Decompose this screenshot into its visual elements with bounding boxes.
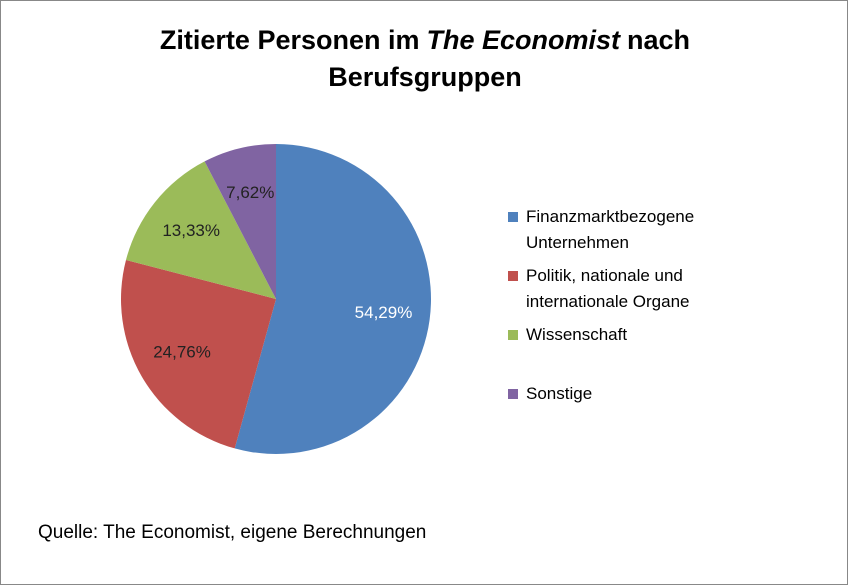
legend: Finanzmarktbezogene Unternehmen Politik, … [508, 204, 728, 440]
legend-label: Politik, nationale und internationale Or… [526, 266, 690, 311]
pie-slice [204, 144, 276, 299]
chart-title: Zitierte Personen im The Economist nach [160, 25, 690, 55]
title-part: Zitierte Personen im [160, 25, 420, 55]
data-label: 13,33% [162, 221, 220, 240]
title-part: The Economist [427, 25, 622, 55]
pie-slice [120, 259, 276, 449]
title-part: nach [627, 25, 690, 55]
data-label: 24,76% [153, 343, 211, 362]
legend-label: Finanzmarktbezogene Unternehmen [526, 207, 695, 252]
legend-item: Sonstige [508, 381, 728, 440]
legend-item: Finanzmarktbezogene Unternehmen [508, 204, 728, 263]
legend-swatch [508, 389, 518, 399]
chart-title: Berufsgruppen [328, 62, 522, 92]
legend-swatch [508, 212, 518, 222]
pie-slice [125, 161, 276, 299]
data-label: 54,29% [355, 303, 413, 322]
legend-label: Sonstige [526, 384, 593, 403]
legend-label: Wissenschaft [526, 325, 628, 344]
legend-item: Politik, nationale und internationale Or… [508, 263, 728, 322]
legend-swatch [508, 330, 518, 340]
data-label: 7,62% [226, 183, 274, 202]
legend-item: Wissenschaft [508, 322, 728, 381]
legend-swatch [508, 271, 518, 281]
pie-slice [234, 144, 432, 455]
source-note: Quelle: The Economist, eigene Berechnung… [38, 522, 427, 543]
